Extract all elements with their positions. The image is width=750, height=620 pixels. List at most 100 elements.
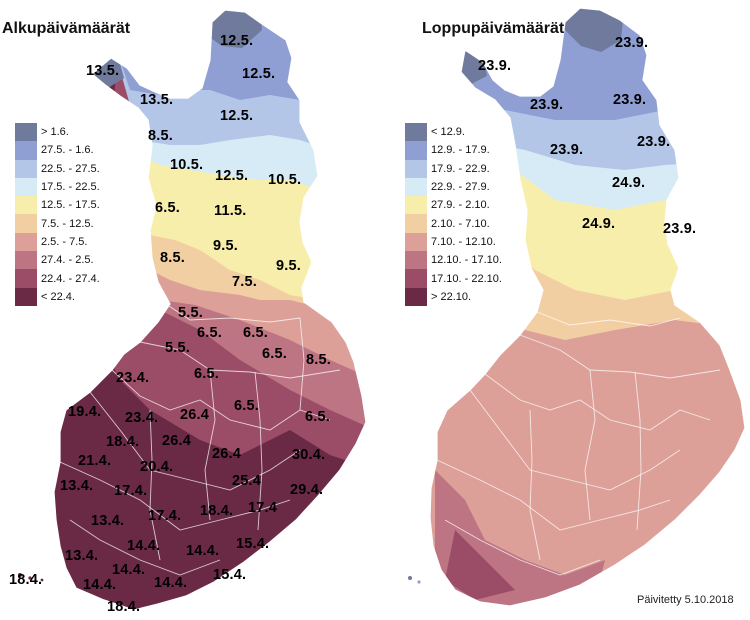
date-label: 6.5. — [305, 409, 330, 425]
legend-label: 22.4. - 27.4. — [41, 272, 100, 285]
date-label: 24.9. — [612, 175, 646, 191]
date-label: 30.4. — [292, 447, 326, 463]
legend-label: 27.5. - 1.6. — [41, 144, 94, 157]
date-label: 6.5. — [262, 346, 287, 362]
date-label: 17.4. — [148, 508, 182, 524]
date-label: 14.4. — [186, 543, 220, 559]
date-label: 23.9. — [478, 58, 512, 74]
legend-label: > 22.10. — [431, 290, 472, 303]
aland-island — [40, 578, 44, 582]
legend-row: 12.10. - 17.10. — [405, 251, 502, 270]
date-label: 12.5. — [220, 108, 254, 124]
date-label: 15.4. — [213, 567, 247, 583]
legend-swatch — [15, 269, 37, 288]
date-label: 18.4. — [200, 503, 234, 519]
date-label: 14.4. — [83, 577, 117, 593]
date-label: 10.5. — [268, 172, 302, 188]
legend-row: 17.9. - 22.9. — [405, 159, 502, 178]
date-label: 8.5. — [306, 352, 331, 368]
date-label: 14.4. — [127, 538, 161, 554]
date-label: 13.5. — [86, 63, 120, 79]
date-label: 5.5. — [165, 340, 190, 356]
legend-label: 17.10. - 22.10. — [431, 272, 502, 285]
start-dates-map-panel: Alkupäivämäärät > 1.6. 27.5. - 1.6. 22.5… — [2, 9, 367, 615]
legend-label: 12.9. - 17.9. — [431, 144, 490, 157]
date-label: 6.5. — [155, 200, 180, 216]
date-label: 26.4 — [212, 446, 242, 462]
legend-row: 27.9. - 2.10. — [405, 196, 502, 215]
legend-label: < 12.9. — [431, 126, 465, 139]
updated-note: Päivitetty 5.10.2018 — [637, 594, 734, 606]
legend-swatch — [15, 196, 37, 215]
legend-row: 22.4. - 27.4. — [15, 269, 100, 288]
legend-swatch — [15, 232, 37, 252]
legend-row: 12.5. - 17.5. — [15, 196, 100, 215]
end-dates-map-panel: Loppupäivämäärät < 12.9. 12.9. - 17.9. 1… — [375, 0, 750, 620]
legend-swatch — [405, 232, 427, 252]
date-label: 8.5. — [148, 128, 173, 144]
date-label: 10.5. — [170, 157, 204, 173]
map-title: Alkupäivämäärät — [2, 20, 131, 37]
legend-label: 7.5. - 12.5. — [41, 217, 94, 230]
date-label: 17.4. — [114, 483, 148, 499]
legend-row: 2.5. - 7.5. — [15, 232, 100, 252]
date-label: 7.5. — [232, 274, 257, 290]
legend-label: 17.5. - 22.5. — [41, 181, 100, 194]
legend-label: 22.5. - 27.5. — [41, 162, 100, 175]
date-label: 18.4. — [106, 434, 140, 450]
date-label: 23.9. — [637, 134, 671, 150]
date-label: 6.5. — [234, 398, 259, 414]
date-label: 9.5. — [276, 258, 301, 274]
date-label: 5.5. — [178, 305, 203, 321]
legend-swatch — [405, 251, 427, 270]
legend-row: 27.4. - 2.5. — [15, 251, 100, 270]
country-outline — [429, 7, 746, 607]
date-label: 13.4. — [65, 548, 99, 564]
legend-swatch — [15, 214, 37, 233]
date-label: 23.4. — [116, 370, 150, 386]
legend-row: 22.9. - 27.9. — [405, 177, 502, 197]
legend-row: < 12.9. — [405, 123, 502, 142]
date-label: 6.5. — [243, 325, 268, 341]
aland-island — [408, 576, 412, 580]
legend-row: 7.10. - 12.10. — [405, 232, 502, 252]
date-label: 23.9. — [550, 142, 584, 158]
date-label: 13.4. — [91, 513, 125, 529]
date-label: 14.4. — [154, 575, 188, 591]
legend-swatch — [15, 123, 37, 142]
legend-label: 12.10. - 17.10. — [431, 254, 502, 267]
aland-island — [417, 580, 421, 584]
date-label: 23.9. — [615, 35, 649, 51]
aland-island — [18, 573, 22, 577]
legend-swatch — [405, 177, 427, 197]
legend-swatch — [15, 287, 37, 306]
date-label: 23.4. — [125, 410, 159, 426]
date-label: 12.5. — [215, 168, 249, 184]
aland-island — [28, 576, 32, 580]
legend-row: 2.10. - 7.10. — [405, 214, 502, 233]
date-label: 29.4. — [290, 482, 324, 498]
legend-row: 22.5. - 27.5. — [15, 159, 100, 178]
date-label: 9.5. — [213, 238, 238, 254]
date-label: 6.5. — [197, 325, 222, 341]
legend-row: < 22.4. — [15, 287, 100, 306]
date-label: 23.9. — [613, 92, 647, 108]
legend-label: 12.5. - 17.5. — [41, 199, 100, 212]
legend-swatch — [405, 141, 427, 160]
legend-swatch — [15, 159, 37, 178]
date-label: 20.4. — [140, 459, 174, 475]
legend-row: 7.5. - 12.5. — [15, 214, 100, 233]
legend: > 1.6. 27.5. - 1.6. 22.5. - 27.5. 17.5. … — [15, 123, 100, 306]
date-label: 15.4. — [236, 536, 270, 552]
legend-row: 12.9. - 17.9. — [405, 141, 502, 160]
country-outline — [53, 9, 367, 611]
date-label: 13.5. — [140, 92, 174, 108]
end-dates-map — [408, 7, 746, 607]
date-label: 26.4 — [180, 407, 210, 423]
date-label: 25.4 — [232, 473, 262, 489]
legend-label: > 1.6. — [41, 126, 69, 139]
legend-row: 27.5. - 1.6. — [15, 141, 100, 160]
legend-row: 17.10. - 22.10. — [405, 269, 502, 288]
legend-label: 27.9. - 2.10. — [431, 199, 490, 212]
date-label: 23.9. — [663, 221, 697, 237]
